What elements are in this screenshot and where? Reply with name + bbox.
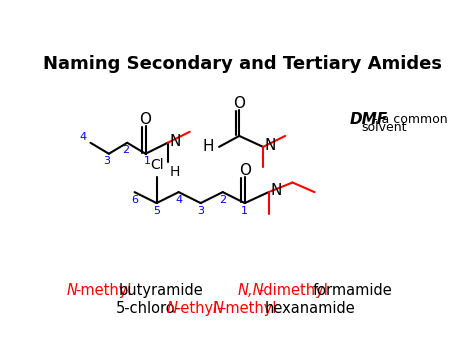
Text: O: O: [233, 95, 245, 110]
Text: hexanamide: hexanamide: [264, 300, 355, 315]
Text: - a common: - a common: [374, 113, 448, 126]
Text: 1: 1: [241, 206, 248, 216]
Text: Naming Secondary and Tertiary Amides: Naming Secondary and Tertiary Amides: [44, 55, 442, 73]
Text: N: N: [167, 300, 178, 315]
Text: Cl: Cl: [150, 158, 164, 172]
Text: N: N: [66, 283, 78, 298]
Text: formamide: formamide: [312, 283, 392, 298]
Text: O: O: [139, 112, 152, 127]
Text: 2: 2: [219, 195, 226, 205]
Text: butyramide: butyramide: [119, 283, 204, 298]
Text: 5-chloro-: 5-chloro-: [116, 300, 182, 315]
Text: -methyl: -methyl: [75, 283, 132, 298]
Text: solvent: solvent: [362, 121, 407, 134]
Text: -ethyl-: -ethyl-: [175, 300, 223, 315]
Text: 5: 5: [153, 206, 160, 216]
Text: 1: 1: [144, 156, 151, 166]
Text: N: N: [271, 183, 282, 198]
Text: N: N: [212, 300, 223, 315]
Text: 2: 2: [122, 145, 129, 155]
Text: N,N: N,N: [237, 283, 264, 298]
Text: -dimethyl: -dimethyl: [258, 283, 328, 298]
Text: 4: 4: [175, 195, 182, 205]
Text: H: H: [169, 165, 180, 179]
Text: O: O: [239, 163, 251, 178]
Text: 3: 3: [103, 156, 110, 166]
Text: 6: 6: [131, 195, 138, 205]
Text: H: H: [202, 140, 213, 155]
Text: -methyl: -methyl: [221, 300, 277, 315]
Text: 4: 4: [80, 132, 87, 142]
Text: 3: 3: [197, 206, 204, 216]
Text: N: N: [265, 138, 276, 153]
Text: DMF: DMF: [349, 112, 388, 127]
Text: N: N: [169, 134, 181, 149]
